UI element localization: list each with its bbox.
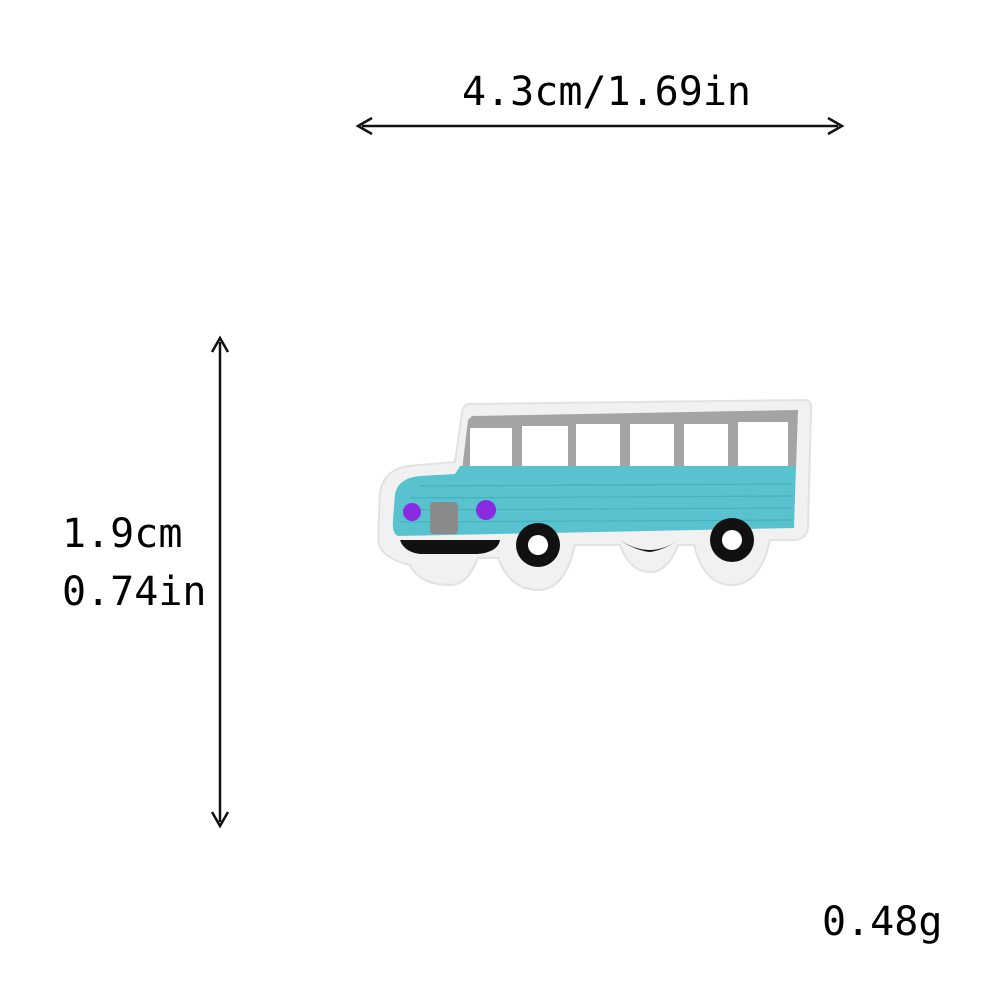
bus-patch-image (376, 398, 813, 592)
width-label: 4.3cm/1.69in (462, 69, 751, 115)
height-dimension-arrow (210, 335, 230, 829)
height-in-label: 0.74in (62, 569, 207, 615)
height-cm-label: 1.9cm (62, 511, 183, 557)
weight-label: 0.48g (822, 899, 943, 945)
